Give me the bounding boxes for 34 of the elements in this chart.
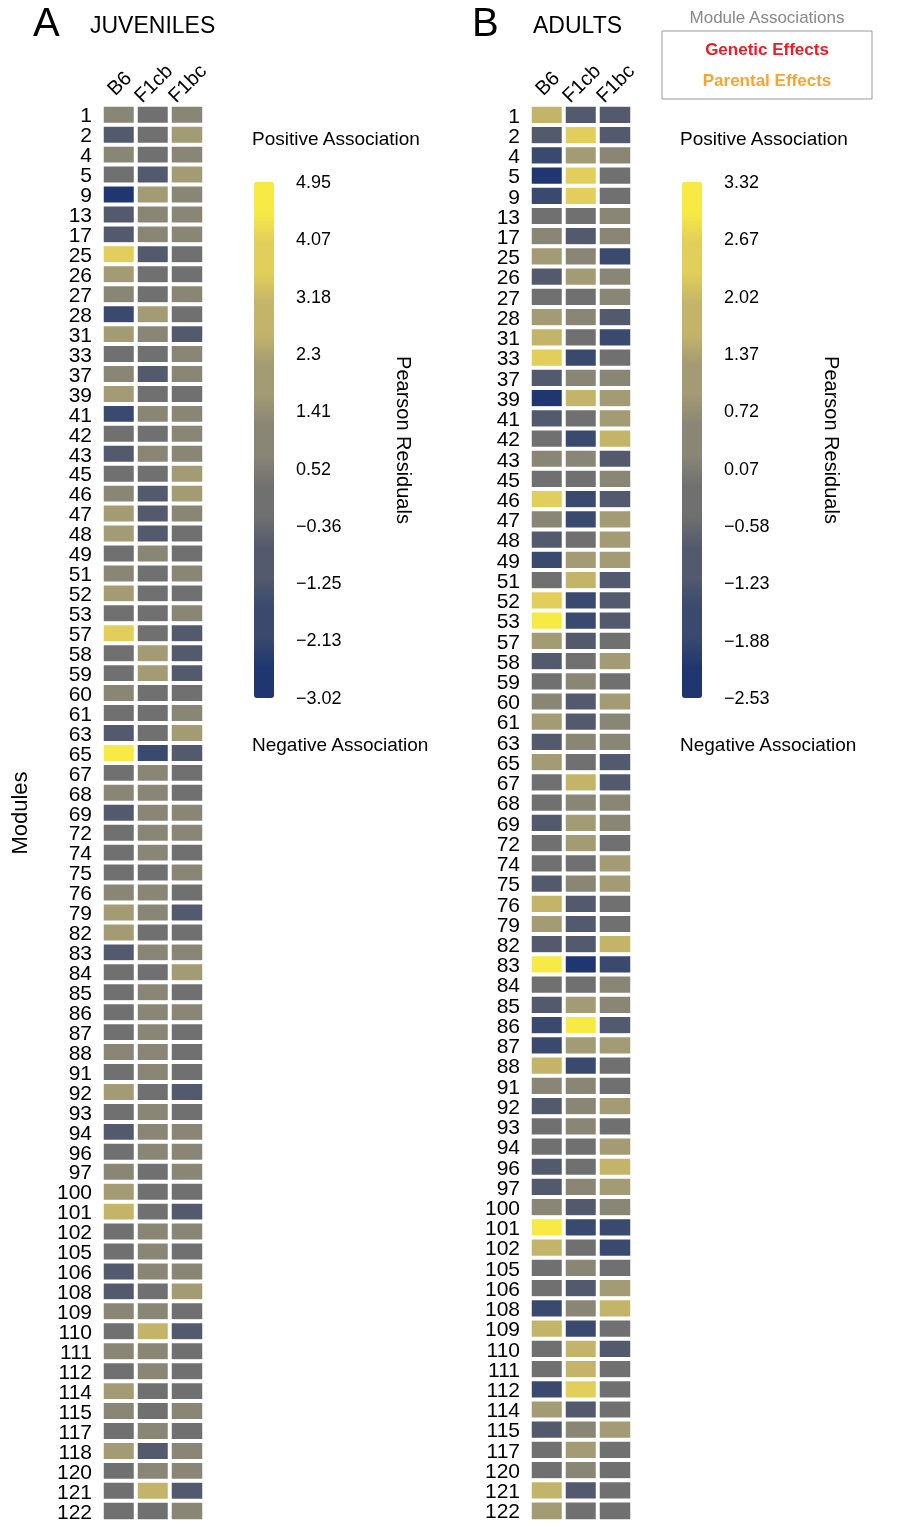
color-bar-label: −0.58 — [724, 516, 770, 536]
color-bar-label: −1.88 — [724, 630, 770, 651]
color-bar-label: 3.32 — [724, 172, 760, 192]
text: A — [33, 0, 60, 44]
y-axis-title: Modules — [6, 771, 32, 855]
color-bar-label: 3.18 — [296, 286, 332, 307]
color-bar-label: −0.36 — [296, 515, 342, 536]
text: Negative Association — [680, 733, 857, 755]
text: Positive Association — [252, 127, 420, 149]
color-bar-label: 4.07 — [296, 228, 332, 249]
color-bar-title: Pearson Residuals — [393, 356, 415, 524]
color-bar-label: 1.41 — [296, 401, 332, 422]
color-bar-label: −2.13 — [296, 630, 342, 651]
color-bar-label: 2.3 — [296, 343, 322, 364]
color-bar-label: 0.07 — [724, 458, 760, 479]
text: Positive Association — [680, 127, 848, 149]
color-bar-label: 2.67 — [724, 229, 760, 250]
text: Negative Association — [252, 733, 429, 755]
color-bar-label: −1.23 — [724, 573, 770, 594]
color-bar-label: 0.72 — [724, 401, 760, 422]
chart-title: ADULTS — [533, 11, 623, 38]
text: Parental Effects — [702, 70, 832, 90]
color-bar-label: 1.37 — [724, 344, 760, 364]
color-bar-label: 4.95 — [296, 172, 332, 192]
color-bar-label: 0.52 — [296, 458, 332, 479]
legend-title: Module Associations — [689, 7, 845, 27]
color-bar-title: Pearson Residuals — [821, 356, 843, 524]
color-bar-label: −3.02 — [296, 688, 342, 708]
color-bar-label: 2.02 — [724, 286, 760, 307]
chart-title: JUVENILES — [90, 11, 216, 38]
text: Genetic Effects — [705, 39, 829, 59]
text: B — [472, 0, 499, 44]
color-bar-label: −1.25 — [296, 573, 342, 594]
color-bar-label: −2.53 — [724, 688, 770, 708]
